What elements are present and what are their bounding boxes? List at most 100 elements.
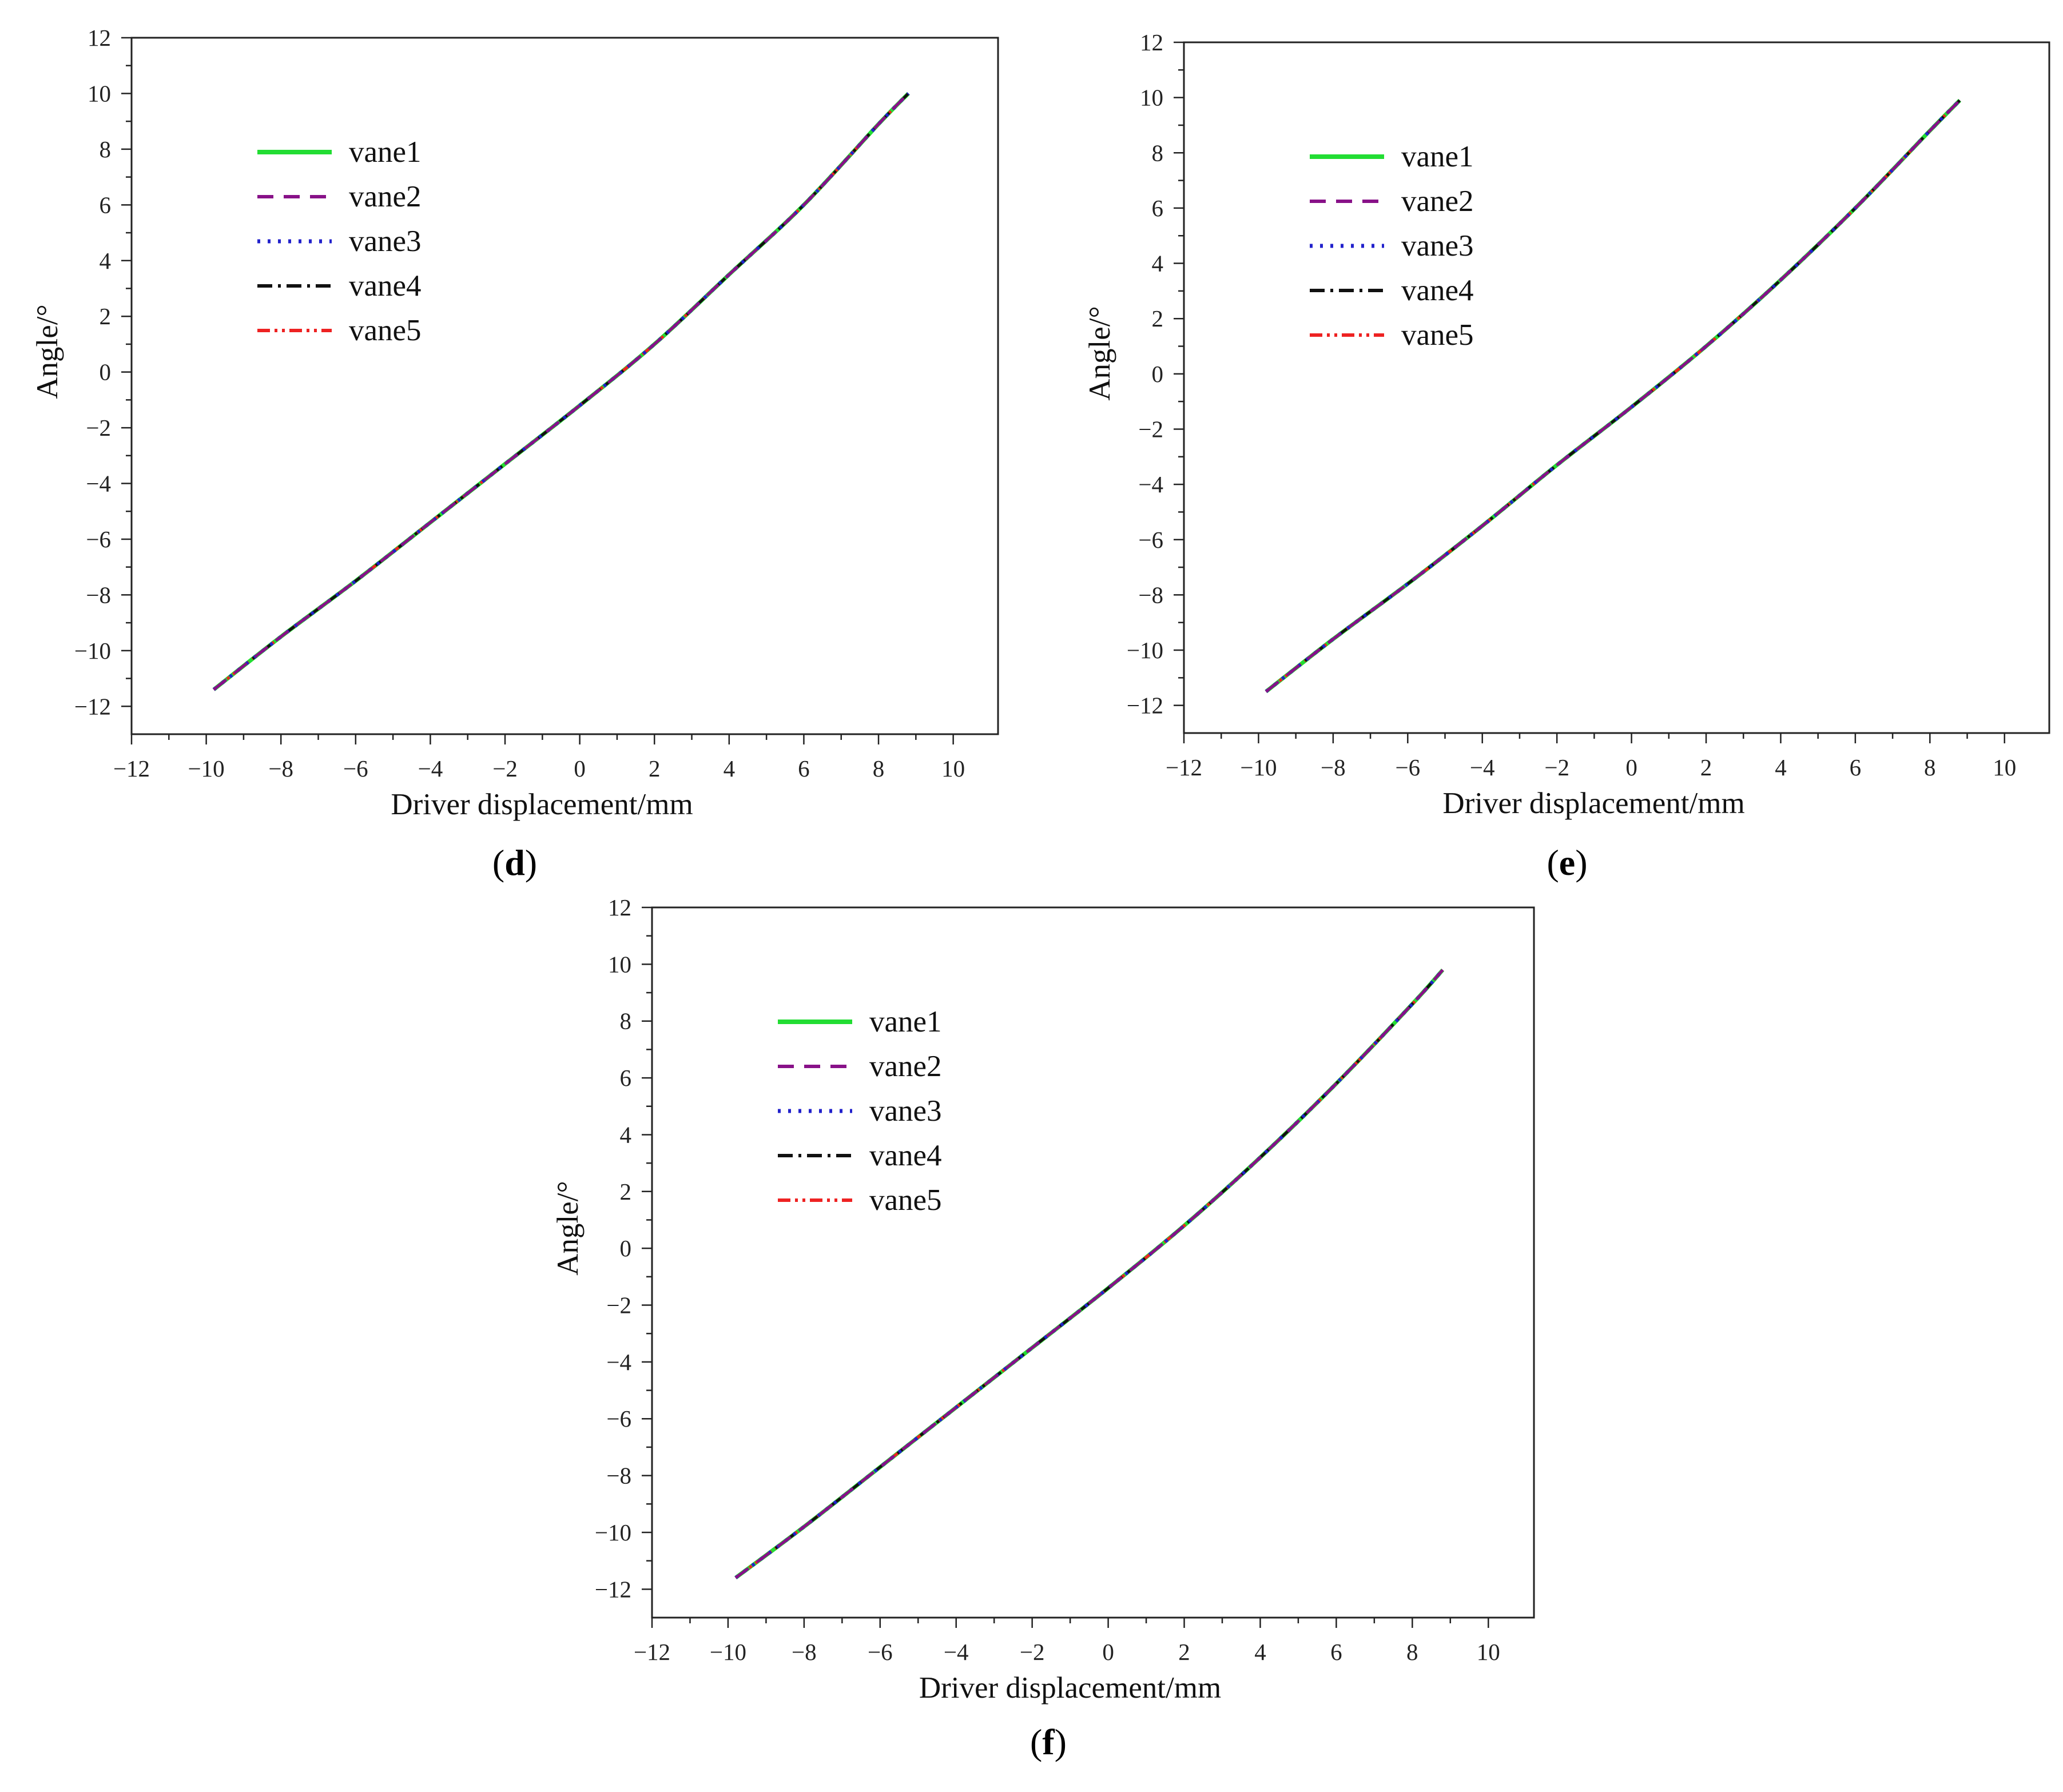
legend: vane1 vane2 vane3 vane4 vane5	[257, 136, 422, 347]
y-axis-title: Angle/°	[31, 304, 64, 399]
y-axis-title: Angle/°	[551, 1181, 585, 1275]
x-tick-label: −12	[1166, 754, 1202, 780]
x-tick-label: −6	[343, 755, 368, 782]
x-tick-label: 6	[1850, 754, 1862, 780]
y-tick-label: 12	[608, 894, 631, 921]
y-tick-label: 10	[608, 951, 631, 977]
y-tick-label: −12	[595, 1576, 631, 1602]
y-tick-label: −2	[1138, 416, 1163, 442]
y-tick-label: 6	[1152, 195, 1164, 221]
x-tick-label: 2	[1700, 754, 1712, 780]
y-tick-label: −10	[595, 1519, 631, 1546]
x-tick-label: −4	[944, 1639, 969, 1665]
x-tick-label: 6	[1330, 1639, 1342, 1665]
legend-label-vane1: vane1	[1401, 140, 1474, 173]
x-tick-label: 0	[574, 755, 586, 782]
x-tick-label: 4	[1254, 1639, 1266, 1665]
legend-label-vane1: vane1	[349, 136, 422, 169]
legend-label-vane2: vane2	[869, 1050, 942, 1083]
x-axis-title: Driver displacement/mm	[1442, 787, 1744, 820]
x-tick-label: 8	[1406, 1639, 1418, 1665]
series-line-vane2	[213, 92, 910, 691]
y-tick-label: 8	[620, 1008, 632, 1034]
x-tick-label: 4	[724, 755, 736, 782]
y-axis-title: Angle/°	[1083, 306, 1116, 400]
legend-label-vane4: vane4	[349, 269, 422, 302]
x-tick-label: −10	[1240, 754, 1277, 780]
y-tick-label: 2	[620, 1178, 632, 1205]
x-axis-title: Driver displacement/mm	[919, 1671, 1221, 1705]
series-line-vane2	[1265, 99, 1961, 693]
x-tick-label: −8	[1321, 754, 1346, 780]
legend-label-vane2: vane2	[349, 180, 422, 213]
x-tick-label: −4	[418, 755, 443, 782]
plot-frame	[130, 37, 999, 735]
legend-label-vane3: vane3	[869, 1094, 942, 1128]
x-tick-label: 10	[941, 755, 965, 782]
legend-label-vane3: vane3	[1401, 229, 1474, 262]
chart-panel-f: 12 10 8 6 4 2 0 −2 −4 −6 −8 −10 −12 −12 −10 −8 −6 −4 −2 0 2 4…	[551, 894, 1535, 1705]
legend-label-vane3: vane3	[349, 225, 422, 258]
x-tick-label: 2	[1178, 1639, 1190, 1665]
x-tick-label: −6	[1395, 754, 1420, 780]
y-tick-label: 10	[88, 80, 111, 106]
legend-label-vane2: vane2	[1401, 185, 1474, 218]
x-tick-label: −2	[1020, 1639, 1045, 1665]
chart-panel-d: 12 10 8 6 4 2 0 −2 −4 −6 −8 −10 −12 −12 −10 −8 −6 −4 −2 0 2 4…	[31, 25, 999, 821]
chart-panel-e: 12 10 8 6 4 2 0 −2 −4 −6 −8 −10 −12 −12 −10 −8 −6 −4 −2 0 2 4…	[1083, 29, 2050, 820]
y-tick-label: −6	[86, 526, 111, 552]
y-tick-label: 0	[620, 1235, 632, 1261]
y-tick-label: 2	[1152, 305, 1164, 332]
legend-label-vane5: vane5	[349, 314, 422, 347]
y-tick-label: 12	[1140, 29, 1163, 55]
y-tick-label: 2	[100, 303, 112, 329]
y-tick-label: −10	[1127, 637, 1163, 663]
y-tick-label: −12	[74, 693, 111, 719]
legend-label-vane4: vane4	[869, 1139, 942, 1172]
x-tick-label: 10	[1477, 1639, 1500, 1665]
legend-label-vane4: vane4	[1401, 274, 1474, 307]
x-tick-label: 4	[1775, 754, 1787, 780]
y-tick-label: 0	[1152, 361, 1164, 387]
panel-label: (d)	[492, 842, 537, 883]
y-tick-label: −8	[86, 582, 111, 608]
y-tick-label: −10	[74, 638, 111, 664]
legend-label-vane1: vane1	[869, 1005, 942, 1038]
x-tick-label: 10	[1993, 754, 2016, 780]
x-tick-label: 6	[798, 755, 810, 782]
x-tick-label: −12	[634, 1639, 670, 1665]
legend: vane1 vane2 vane3 vane4 vane5	[1310, 140, 1474, 352]
y-tick-label: 6	[620, 1065, 632, 1091]
y-tick-label: −4	[1138, 471, 1163, 497]
legend-label-vane5: vane5	[1401, 318, 1474, 352]
panel-label: (f)	[1030, 1722, 1067, 1762]
y-tick-label: −4	[606, 1349, 631, 1375]
y-tick-label: −8	[606, 1463, 631, 1489]
x-tick-label: −10	[710, 1639, 746, 1665]
x-tick-label: 8	[1924, 754, 1936, 780]
y-tick-label: 8	[100, 136, 112, 162]
y-tick-label: 12	[88, 25, 111, 51]
x-tick-label: 8	[873, 755, 885, 782]
y-tick-label: −8	[1138, 582, 1163, 608]
x-tick-label: −2	[1544, 754, 1569, 780]
x-tick-label: −2	[492, 755, 518, 782]
y-tick-label: −12	[1127, 692, 1163, 719]
y-tick-label: −2	[606, 1292, 631, 1319]
x-tick-label: 2	[649, 755, 661, 782]
legend: vane1 vane2 vane3 vane4 vane5	[778, 1005, 942, 1217]
panel-label: (e)	[1547, 842, 1587, 883]
x-tick-label: −8	[792, 1639, 817, 1665]
x-tick-label: −6	[868, 1639, 893, 1665]
y-tick-label: 8	[1152, 140, 1164, 166]
x-tick-label: 0	[1625, 754, 1637, 780]
y-tick-label: −2	[86, 415, 111, 441]
x-tick-label: 0	[1102, 1639, 1114, 1665]
x-tick-label: −10	[188, 755, 225, 782]
y-tick-label: 0	[100, 359, 112, 385]
plot-frame	[651, 906, 1535, 1619]
x-axis-title: Driver displacement/mm	[391, 788, 693, 821]
plot-frame	[1183, 41, 2050, 734]
x-tick-label: −4	[1470, 754, 1495, 780]
